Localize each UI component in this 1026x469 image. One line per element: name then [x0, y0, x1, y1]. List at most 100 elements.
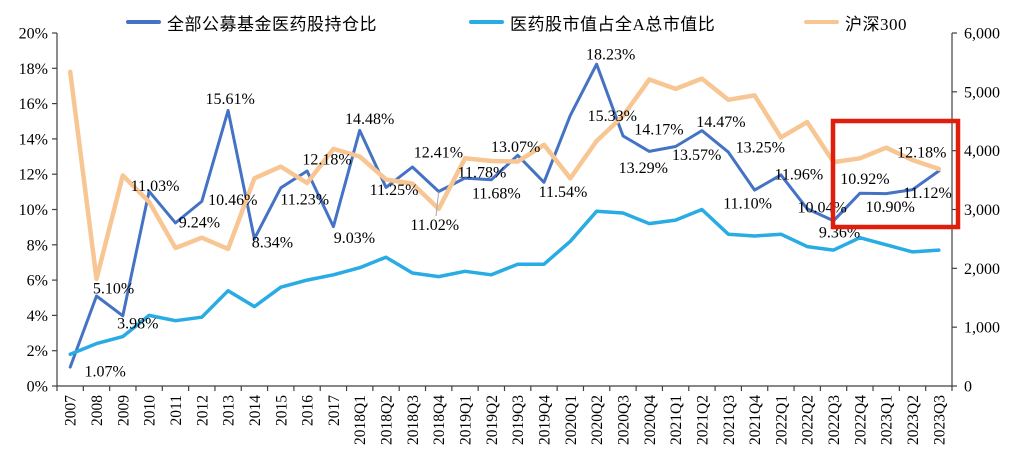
x-axis-category-label: 2018Q3	[405, 395, 422, 445]
right-axis-tick-label: 4,000	[964, 143, 1000, 160]
x-axis-category-label: 2019Q2	[484, 395, 501, 445]
data-label: 13.25%	[736, 140, 785, 157]
data-label: 12.41%	[414, 144, 463, 161]
legend-label-pharma-marketcap-ratio: 医药股市值占全A总市值比	[510, 14, 716, 34]
data-label: 18.23%	[586, 47, 635, 64]
left-axis-tick-label: 4%	[27, 308, 48, 325]
right-axis-tick-label: 5,000	[964, 84, 1000, 101]
data-label: 12.18%	[302, 152, 351, 169]
x-axis-category-label: 2013	[221, 395, 238, 426]
x-axis-category-label: 2022Q4	[852, 395, 869, 445]
data-label: 11.12%	[903, 185, 952, 202]
data-label: 12.18%	[897, 145, 946, 162]
x-axis-category-label: 2023Q1	[879, 395, 896, 445]
right-axis-tick-label: 0	[964, 379, 972, 396]
data-label: 13.07%	[491, 139, 540, 156]
series-line-2	[67, 69, 942, 282]
x-axis-category-label: 2018Q4	[431, 395, 448, 445]
data-label: 14.17%	[634, 121, 683, 138]
data-label: 11.78%	[458, 165, 507, 182]
data-label: 3.98%	[117, 315, 158, 332]
legend-marker-fund-holdings	[126, 20, 161, 24]
data-label: 11.23%	[280, 191, 329, 208]
data-label: 13.57%	[672, 147, 721, 164]
x-axis-category-label: 2023Q2	[905, 395, 922, 445]
data-label: 1.07%	[84, 364, 125, 381]
right-axis-tick-label: 6,000	[964, 26, 1000, 43]
series-line-1	[68, 207, 941, 356]
legend-item-hs300: 沪深300	[804, 12, 907, 34]
x-axis-category-label: 2016	[300, 395, 317, 426]
x-axis-category-label: 2008	[89, 395, 106, 426]
left-axis-tick-label: 18%	[19, 61, 48, 78]
data-label: 9.24%	[179, 214, 220, 231]
legend-marker-hs300	[804, 20, 839, 24]
data-label: 15.61%	[205, 91, 254, 108]
left-axis-tick-label: 10%	[19, 202, 48, 219]
legend-label-fund-holdings: 全部公募基金医药股持仓比	[167, 14, 377, 34]
legend-marker-pharma-marketcap-ratio	[469, 20, 504, 24]
x-axis-category-label: 2017	[326, 395, 343, 426]
x-axis-category-label: 2014	[247, 395, 264, 426]
right-axis-tick-label: 3,000	[964, 202, 1000, 219]
data-label: 11.68%	[472, 185, 521, 202]
data-label: 11.54%	[539, 184, 588, 201]
x-axis-category-label: 2012	[194, 395, 211, 426]
data-label: 10.46%	[208, 192, 257, 209]
x-axis-category-label: 2007	[63, 395, 80, 426]
data-label: 11.96%	[775, 166, 824, 183]
left-axis-tick-label: 16%	[19, 96, 48, 113]
x-axis-category-label: 2022Q2	[800, 395, 817, 445]
left-axis-tick-label: 14%	[19, 131, 48, 148]
chart-legend: 全部公募基金医药股持仓比 医药股市值占全A总市值比 沪深300	[0, 0, 1026, 36]
left-axis-tick-label: 8%	[27, 237, 48, 254]
x-axis-category-label: 2018Q2	[379, 395, 396, 445]
series-line-0	[68, 62, 941, 369]
x-axis-category-label: 2020Q3	[615, 395, 632, 445]
left-axis-tick-label: 12%	[19, 167, 48, 184]
x-axis-category-label: 2019Q4	[536, 395, 553, 445]
x-axis-category-label: 2020Q4	[642, 395, 659, 445]
data-label: 11.03%	[131, 178, 180, 195]
data-label: 15.33%	[588, 108, 637, 125]
x-axis-category-label: 2021Q2	[694, 395, 711, 445]
x-axis-category-label: 2020Q1	[563, 395, 580, 445]
left-axis-tick-label: 2%	[27, 343, 48, 360]
x-axis-category-label: 2015	[273, 395, 290, 426]
data-label: 8.34%	[252, 234, 293, 251]
x-axis-category-label: 2021Q1	[668, 395, 685, 445]
data-label: 10.04%	[798, 199, 847, 216]
x-axis-category-label: 2021Q3	[721, 395, 738, 445]
right-axis-tick-label: 1,000	[964, 320, 1000, 337]
left-axis-tick-label: 6%	[27, 273, 48, 290]
x-axis-category-label: 2023Q3	[931, 395, 948, 445]
left-axis-tick-label: 20%	[19, 26, 48, 43]
data-label: 10.92%	[840, 171, 889, 188]
data-label-leader-line	[435, 191, 440, 217]
x-axis-category-label: 2022Q1	[773, 395, 790, 445]
x-axis-category-label: 2020Q2	[589, 395, 606, 445]
x-axis-category-label: 2018Q1	[352, 395, 369, 445]
data-label: 11.10%	[723, 196, 772, 213]
x-axis-category-label: 2021Q4	[747, 395, 764, 445]
x-axis-category-label: 2019Q3	[510, 395, 527, 445]
data-label: 11.02%	[410, 217, 459, 234]
left-axis-tick-label: 0%	[27, 379, 48, 396]
legend-item-fund-holdings: 全部公募基金医药股持仓比	[126, 12, 377, 34]
x-axis-category-label: 2010	[142, 395, 159, 426]
x-axis-category-label: 2011	[168, 395, 185, 425]
data-label: 5.10%	[93, 280, 134, 297]
data-label: 14.47%	[696, 114, 745, 131]
highlight-box	[830, 118, 961, 230]
data-label: 13.29%	[619, 160, 668, 177]
legend-label-hs300: 沪深300	[845, 14, 907, 34]
x-axis-category-label: 2022Q3	[826, 395, 843, 445]
data-label: 11.25%	[370, 182, 419, 199]
data-label: 14.48%	[345, 111, 394, 128]
x-axis-category-label: 2019Q1	[458, 395, 475, 445]
right-axis-tick-label: 2,000	[964, 261, 1000, 278]
legend-item-pharma-marketcap-ratio: 医药股市值占全A总市值比	[469, 12, 716, 34]
data-label: 10.90%	[866, 199, 915, 216]
